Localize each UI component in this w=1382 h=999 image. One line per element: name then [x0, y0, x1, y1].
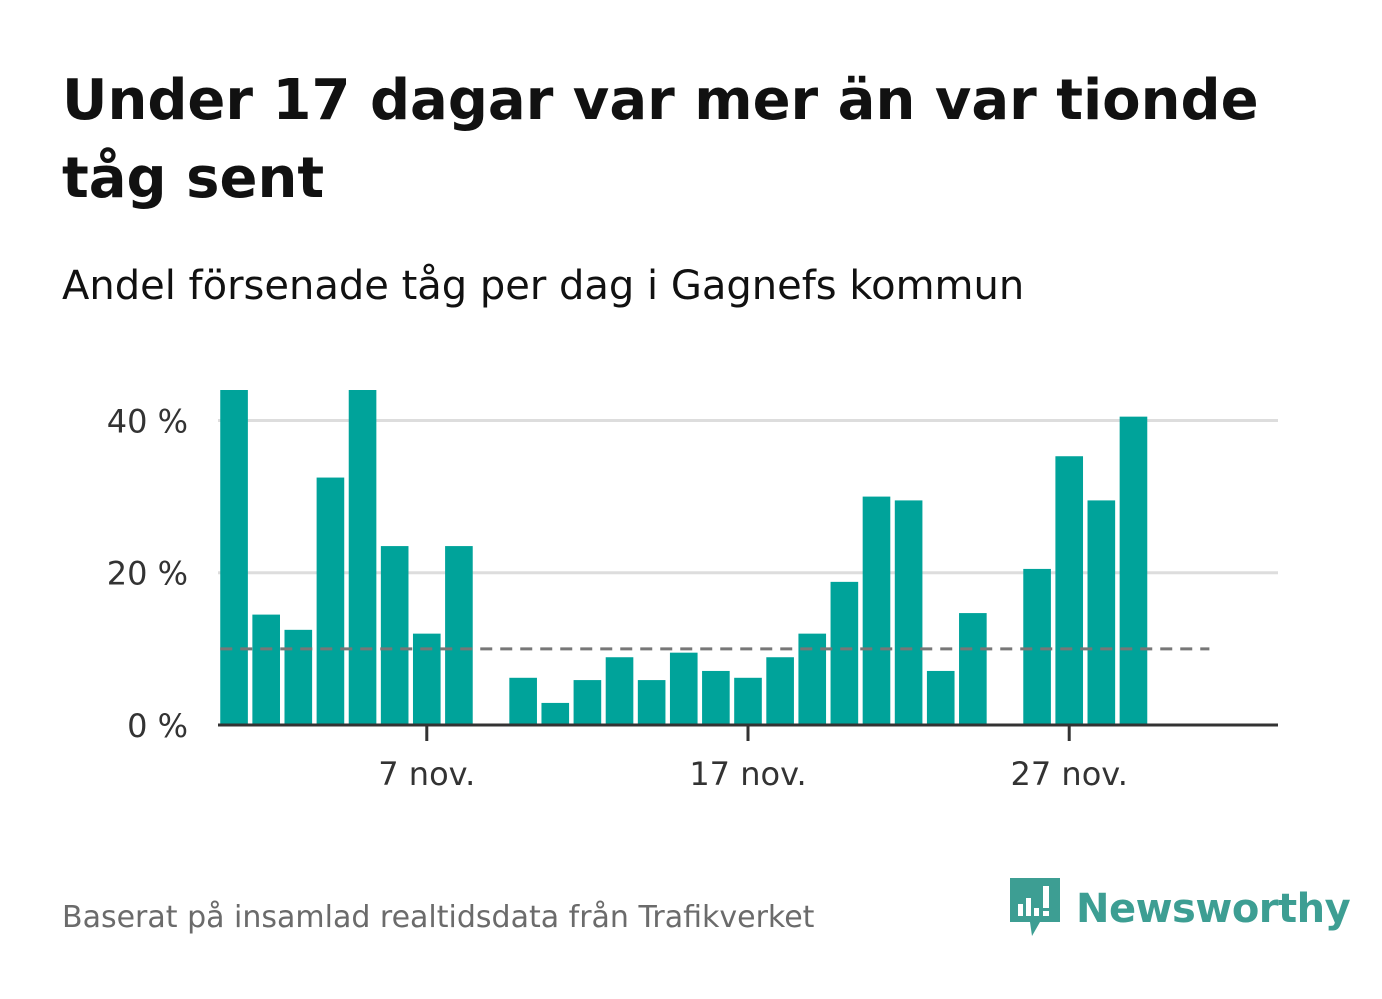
bar: [445, 546, 473, 725]
bar: [252, 614, 280, 725]
bar: [316, 477, 345, 725]
y-tick-label: 20 %: [107, 555, 188, 593]
bar: [830, 581, 859, 725]
bar: [605, 657, 634, 725]
bar: [766, 657, 794, 725]
bar: [412, 633, 441, 725]
bar: [541, 702, 570, 725]
bar: [798, 633, 827, 725]
x-tick-label: 17 nov.: [689, 755, 806, 793]
x-tick-label: 7 nov.: [378, 755, 475, 793]
bar: [1055, 456, 1084, 725]
brand-name: Newsworthy: [1076, 886, 1351, 932]
bar: [1023, 568, 1051, 725]
source-note: Baserat på insamlad realtidsdata från Tr…: [62, 900, 815, 935]
x-tick-label: 27 nov.: [1011, 755, 1128, 793]
gridlines: [218, 418, 1278, 575]
bar: [702, 670, 730, 725]
bar: [734, 677, 762, 725]
brand-logo: Newsworthy: [1010, 878, 1351, 940]
y-tick-label: 40 %: [107, 402, 188, 440]
newsworthy-logo-icon: [1010, 878, 1060, 936]
bar: [894, 500, 923, 725]
bar: [669, 652, 698, 725]
bars: [220, 390, 1148, 725]
bar: [380, 546, 409, 725]
bar: [862, 496, 891, 725]
bar: [509, 677, 537, 725]
bar: [573, 680, 602, 725]
bar: [284, 629, 313, 725]
bar: [348, 390, 377, 725]
chart-subtitle: Andel försenade tåg per dag i Gagnefs ko…: [62, 263, 1025, 309]
bar: [926, 670, 955, 725]
axes: 0 % 20 % 40 % 7 nov. 17 nov. 27 nov.: [107, 402, 1278, 793]
y-tick-label: 0 %: [127, 707, 188, 745]
bar: [220, 390, 248, 725]
bar: [637, 680, 666, 725]
bar: [1087, 500, 1116, 725]
chart-title: Under 17 dagar var mer än var tionde tåg…: [62, 68, 1259, 211]
bar: [1119, 416, 1148, 725]
bar: [959, 613, 987, 725]
